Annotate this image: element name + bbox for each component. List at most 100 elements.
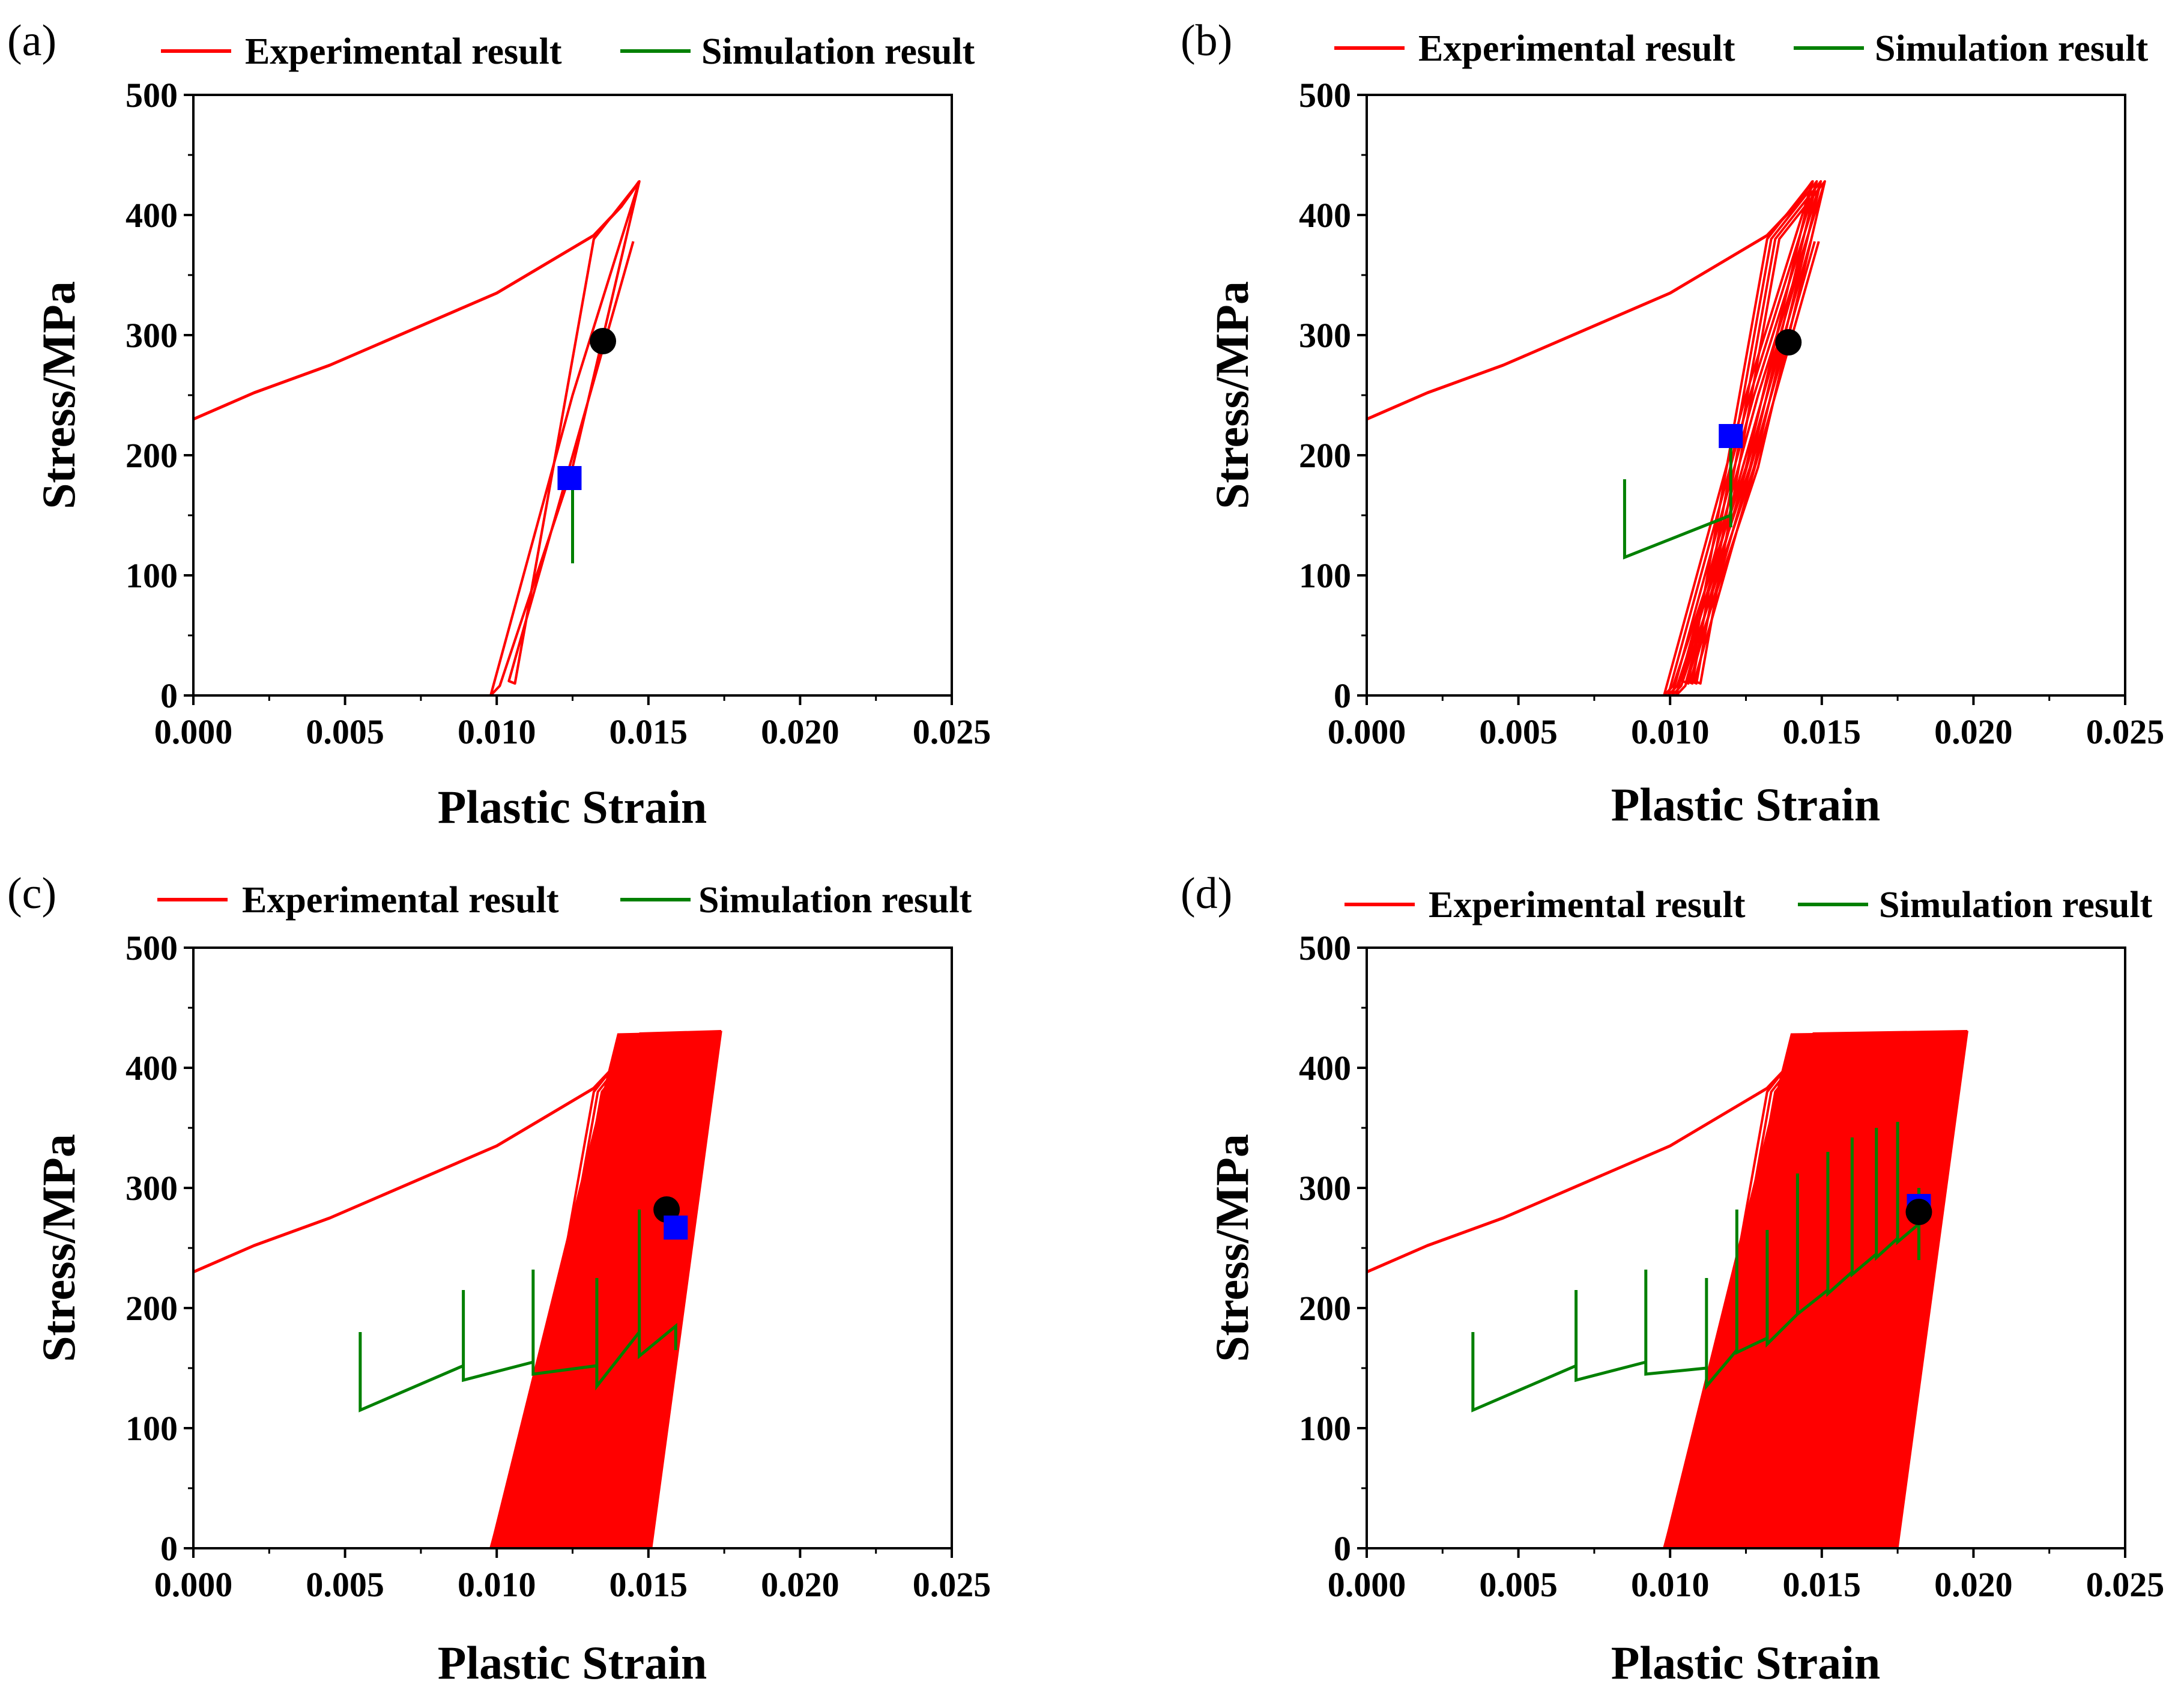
- legend-simulation-label: Simulation result: [1879, 885, 2153, 925]
- experimental-cycle-loop: [497, 1033, 649, 1548]
- y-tick-label: 200: [1299, 436, 1351, 475]
- y-tick-label: 0: [1334, 1529, 1351, 1568]
- panel-a: (a) Experimental result Simulation resul…: [7, 16, 991, 833]
- x-tick-label: 0.020: [761, 1565, 839, 1604]
- circle-marker: [1905, 1199, 1932, 1225]
- legend-experimental-label: Experimental result: [245, 31, 562, 72]
- legend-simulation-label: Simulation result: [701, 31, 975, 72]
- x-tick-label: 0.005: [306, 712, 384, 751]
- x-tick-label: 0.020: [1934, 1565, 2013, 1604]
- experimental-cycle-loop: [1675, 180, 1826, 695]
- plot-area: 0 100 200 300 400 500 0.000 0.005 0.010 0.015 0.02…: [1299, 76, 2164, 751]
- x-tick-label: 0.025: [913, 1565, 991, 1604]
- x-tick-label: 0.010: [458, 712, 536, 751]
- circle-marker: [1775, 329, 1802, 356]
- experimental-cycle-loop: [1671, 180, 1823, 695]
- x-tick-label: 0.025: [2086, 1565, 2165, 1604]
- experimental-cycle-loop: [1666, 1033, 1818, 1548]
- y-tick-label: 300: [1299, 316, 1351, 355]
- panel-d: (d) Experimental result Simulation resul…: [1181, 869, 2164, 1689]
- square-marker: [557, 466, 582, 490]
- panel-c: (c) Experimental result Simulation resul…: [7, 869, 991, 1689]
- x-axis-title: Plastic Strain: [1611, 1637, 1880, 1689]
- y-tick-label: 300: [126, 1169, 178, 1208]
- x-tick-label: 0.025: [913, 712, 991, 751]
- experimental-cycle-loop: [1666, 180, 1818, 695]
- x-tick-label: 0.015: [1783, 1565, 1862, 1604]
- square-marker: [664, 1216, 688, 1240]
- legend-experimental-label: Experimental result: [1429, 885, 1746, 925]
- x-tick-label: 0.020: [1934, 712, 2013, 751]
- experimental-cycle-loop: [493, 1033, 645, 1548]
- y-tick-label: 500: [1299, 76, 1351, 115]
- y-axis-title: Stress/MPa: [1206, 281, 1258, 509]
- y-tick-label: 500: [1299, 928, 1351, 968]
- x-axis-title: Plastic Strain: [438, 1637, 707, 1689]
- legend-experimental-label: Experimental result: [242, 880, 559, 921]
- simulation-curve: [1471, 1122, 1920, 1413]
- simulation-curve: [358, 1210, 677, 1413]
- x-tick-label: 0.020: [761, 712, 839, 751]
- panel-d-label: (d): [1181, 869, 1232, 918]
- x-tick-label: 0.015: [610, 1565, 688, 1604]
- y-tick-label: 400: [126, 1049, 178, 1088]
- y-tick-label: 200: [126, 1289, 178, 1328]
- experimental-cycle-loop: [489, 180, 641, 695]
- y-tick-label: 200: [1299, 1289, 1351, 1328]
- y-tick-label: 100: [126, 556, 178, 595]
- x-tick-label: 0.015: [610, 712, 688, 751]
- legend-simulation-label: Simulation result: [698, 880, 972, 921]
- y-tick-label: 300: [1299, 1169, 1351, 1208]
- x-axis-title: Plastic Strain: [1611, 778, 1880, 831]
- experimental-loading-curve: [193, 180, 641, 421]
- plot-area: 0 100 200 300 400 500 0.000 0.005 0.010 0.015 0.02…: [1299, 928, 2164, 1604]
- plot-area: 0 100 200 300 400 500 0.000 0.005 0.010 0.015 0.02…: [126, 76, 991, 751]
- x-tick-label: 0.010: [458, 1565, 536, 1604]
- panel-b-label: (b): [1181, 16, 1232, 65]
- x-tick-label: 0.005: [1479, 1565, 1558, 1604]
- y-tick-label: 400: [126, 196, 178, 235]
- x-tick-label: 0.010: [1631, 712, 1710, 751]
- experimental-peak-edge: [1812, 1030, 1968, 1036]
- y-tick-label: 100: [1299, 556, 1351, 595]
- square-marker: [1719, 424, 1743, 448]
- x-tick-label: 0.000: [154, 1565, 233, 1604]
- x-tick-label: 0.000: [154, 712, 233, 751]
- y-tick-label: 300: [126, 316, 178, 355]
- x-tick-label: 0.005: [306, 1565, 384, 1604]
- experimental-cycle-loop: [1671, 1033, 1823, 1548]
- legend-simulation-label: Simulation result: [1875, 28, 2149, 69]
- data-layer: [1367, 1030, 1969, 1548]
- y-tick-label: 0: [160, 1529, 178, 1568]
- x-tick-label: 0.000: [1328, 1565, 1406, 1604]
- x-tick-label: 0.015: [1783, 712, 1862, 751]
- y-tick-label: 100: [126, 1409, 178, 1448]
- plot-area: 0 100 200 300 400 500 0.000 0.005 0.010 0.015 0.02…: [126, 928, 991, 1604]
- data-layer: [193, 180, 641, 695]
- data-layer: [193, 1030, 722, 1548]
- experimental-loading-curve: [193, 1033, 641, 1274]
- y-tick-label: 400: [1299, 1049, 1351, 1088]
- y-tick-label: 400: [1299, 196, 1351, 235]
- x-tick-label: 0.010: [1631, 1565, 1710, 1604]
- x-axis-title: Plastic Strain: [438, 781, 707, 833]
- y-tick-label: 500: [126, 76, 178, 115]
- legend-experimental-label: Experimental result: [1418, 28, 1735, 69]
- x-tick-label: 0.000: [1328, 712, 1406, 751]
- y-tick-label: 500: [126, 928, 178, 968]
- panel-a-label: (a): [7, 16, 56, 65]
- y-axis-title: Stress/MPa: [1206, 1134, 1258, 1362]
- panel-c-label: (c): [7, 869, 56, 918]
- circle-marker: [590, 328, 617, 354]
- y-tick-label: 0: [1334, 676, 1351, 715]
- simulation-curve: [1623, 443, 1732, 560]
- experimental-peak-edge: [639, 1030, 722, 1036]
- experimental-cycle-loop: [1675, 1033, 1826, 1548]
- y-tick-label: 0: [160, 676, 178, 715]
- y-tick-label: 100: [1299, 1409, 1351, 1448]
- y-tick-label: 200: [126, 436, 178, 475]
- x-tick-label: 0.005: [1479, 712, 1558, 751]
- x-tick-label: 0.025: [2086, 712, 2165, 751]
- panel-b: (b) Experimental result Simulation resul…: [1181, 16, 2164, 831]
